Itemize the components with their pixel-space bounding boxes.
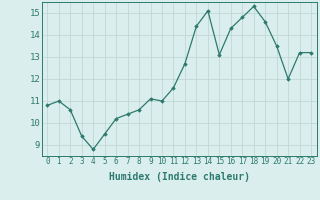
X-axis label: Humidex (Indice chaleur): Humidex (Indice chaleur)	[109, 172, 250, 182]
